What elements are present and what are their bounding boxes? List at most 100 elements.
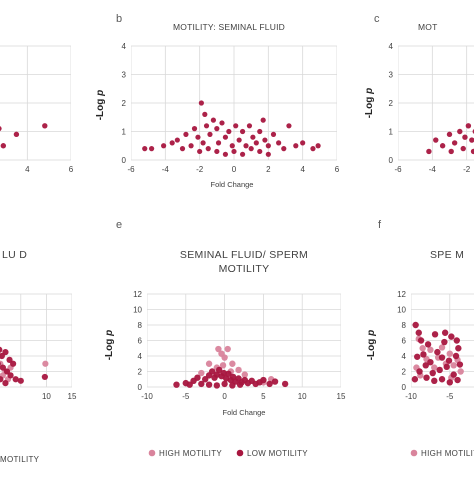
x-tick-label: -6	[127, 165, 135, 174]
data-point	[434, 348, 441, 356]
data-point	[13, 131, 20, 138]
data-point	[450, 362, 457, 369]
data-point	[7, 372, 14, 379]
x-tick-label: 4	[300, 165, 305, 174]
data-point	[454, 376, 461, 384]
data-point	[215, 140, 222, 146]
panel-letter: c	[374, 13, 380, 25]
panel-1: 0 1 2 3 4 -6 -4 -2 0 2 4 6 b MOTILITY: SEMINAL FLUID -…	[95, 13, 340, 189]
data-point	[271, 378, 279, 385]
data-point	[207, 131, 213, 137]
data-point	[414, 353, 421, 360]
data-point	[208, 368, 216, 375]
data-point	[315, 143, 321, 149]
panel-title: MOTILITY: SEMINAL FLUID	[173, 22, 285, 32]
data-point	[221, 354, 228, 361]
data-point	[411, 376, 419, 383]
data-point	[460, 145, 466, 152]
data-point	[448, 148, 454, 155]
y-tick-label: 12	[397, 290, 406, 299]
y-tick-label: 2	[138, 368, 143, 377]
data-point	[0, 364, 6, 371]
x-axis-label: Fold Change	[211, 180, 254, 189]
data-point	[456, 361, 464, 368]
data-point	[142, 146, 148, 152]
x-tick-label: 2	[266, 165, 271, 174]
data-point	[262, 137, 268, 143]
points	[173, 345, 289, 389]
y-axis-label-part: -Log	[104, 336, 115, 360]
data-point	[266, 380, 273, 388]
data-point	[438, 344, 446, 351]
data-point	[412, 321, 419, 329]
y-tick-label: 4	[402, 352, 407, 361]
data-point	[439, 143, 446, 149]
y-axis-label-part: p	[95, 90, 106, 97]
y-tick-label: 3	[389, 71, 394, 80]
points	[411, 321, 464, 386]
data-point	[215, 366, 223, 374]
data-point	[431, 364, 438, 371]
data-point	[205, 360, 213, 367]
points	[0, 123, 48, 149]
y-tick-label: 0	[402, 383, 407, 392]
data-point	[450, 371, 457, 378]
legend-label: HIGH MOTILITY	[159, 449, 222, 458]
data-point	[0, 126, 2, 132]
data-point	[419, 345, 426, 352]
y-tick-label: 10	[397, 306, 406, 315]
points	[426, 123, 474, 155]
data-point	[191, 126, 198, 132]
data-point	[198, 369, 205, 377]
y-axis-label: -Log p	[104, 330, 115, 361]
legend-label-partial: MOTILITY	[0, 455, 40, 464]
data-point	[198, 380, 205, 388]
panel-title: SPE M	[430, 249, 464, 261]
data-point	[416, 368, 423, 375]
data-point	[149, 146, 155, 152]
data-point	[205, 381, 213, 388]
x-tick-label: -4	[429, 165, 437, 174]
y-axis-label-part: -Log	[95, 96, 106, 120]
data-point	[239, 128, 246, 135]
y-axis-label-part: p	[364, 88, 375, 95]
data-point	[281, 380, 289, 388]
data-point	[276, 140, 282, 146]
data-point	[265, 151, 271, 157]
x-tick-label: -5	[446, 392, 454, 401]
data-point	[2, 380, 9, 387]
panel-title: SEMINAL FLUID/ SPERM MOTILITY	[180, 249, 308, 275]
data-point	[448, 333, 455, 340]
data-point	[417, 337, 425, 344]
x-tick-label: 6	[69, 165, 74, 174]
data-point	[203, 123, 210, 129]
data-point	[260, 376, 267, 384]
y-tick-label: 2	[402, 368, 407, 377]
x-tick-label: 4	[25, 165, 30, 174]
data-point	[443, 363, 450, 371]
data-point	[214, 148, 220, 155]
y-tick-label: 8	[138, 321, 143, 330]
data-point	[188, 143, 194, 149]
y-tick-label: 1	[122, 128, 127, 137]
grid	[0, 45, 71, 161]
x-tick-label: -5	[182, 392, 190, 401]
x-tick-label: -2	[463, 165, 471, 174]
data-point	[293, 143, 299, 149]
panel-2: 0 1 2 3 4 -6 -4 -2 c MOT -Log p	[364, 13, 474, 174]
data-point	[436, 366, 443, 374]
data-point	[198, 100, 204, 106]
y-tick-label: 8	[402, 321, 407, 330]
data-point	[17, 377, 24, 384]
data-point	[424, 341, 432, 348]
data-point	[248, 146, 254, 152]
data-point	[225, 370, 232, 378]
data-point	[470, 148, 474, 155]
panel-title: LU D	[2, 249, 27, 261]
x-tick-label: 15	[68, 392, 77, 401]
data-point	[0, 361, 1, 366]
x-tick-label: -10	[405, 392, 417, 401]
data-point	[0, 143, 7, 149]
data-point	[429, 369, 436, 377]
